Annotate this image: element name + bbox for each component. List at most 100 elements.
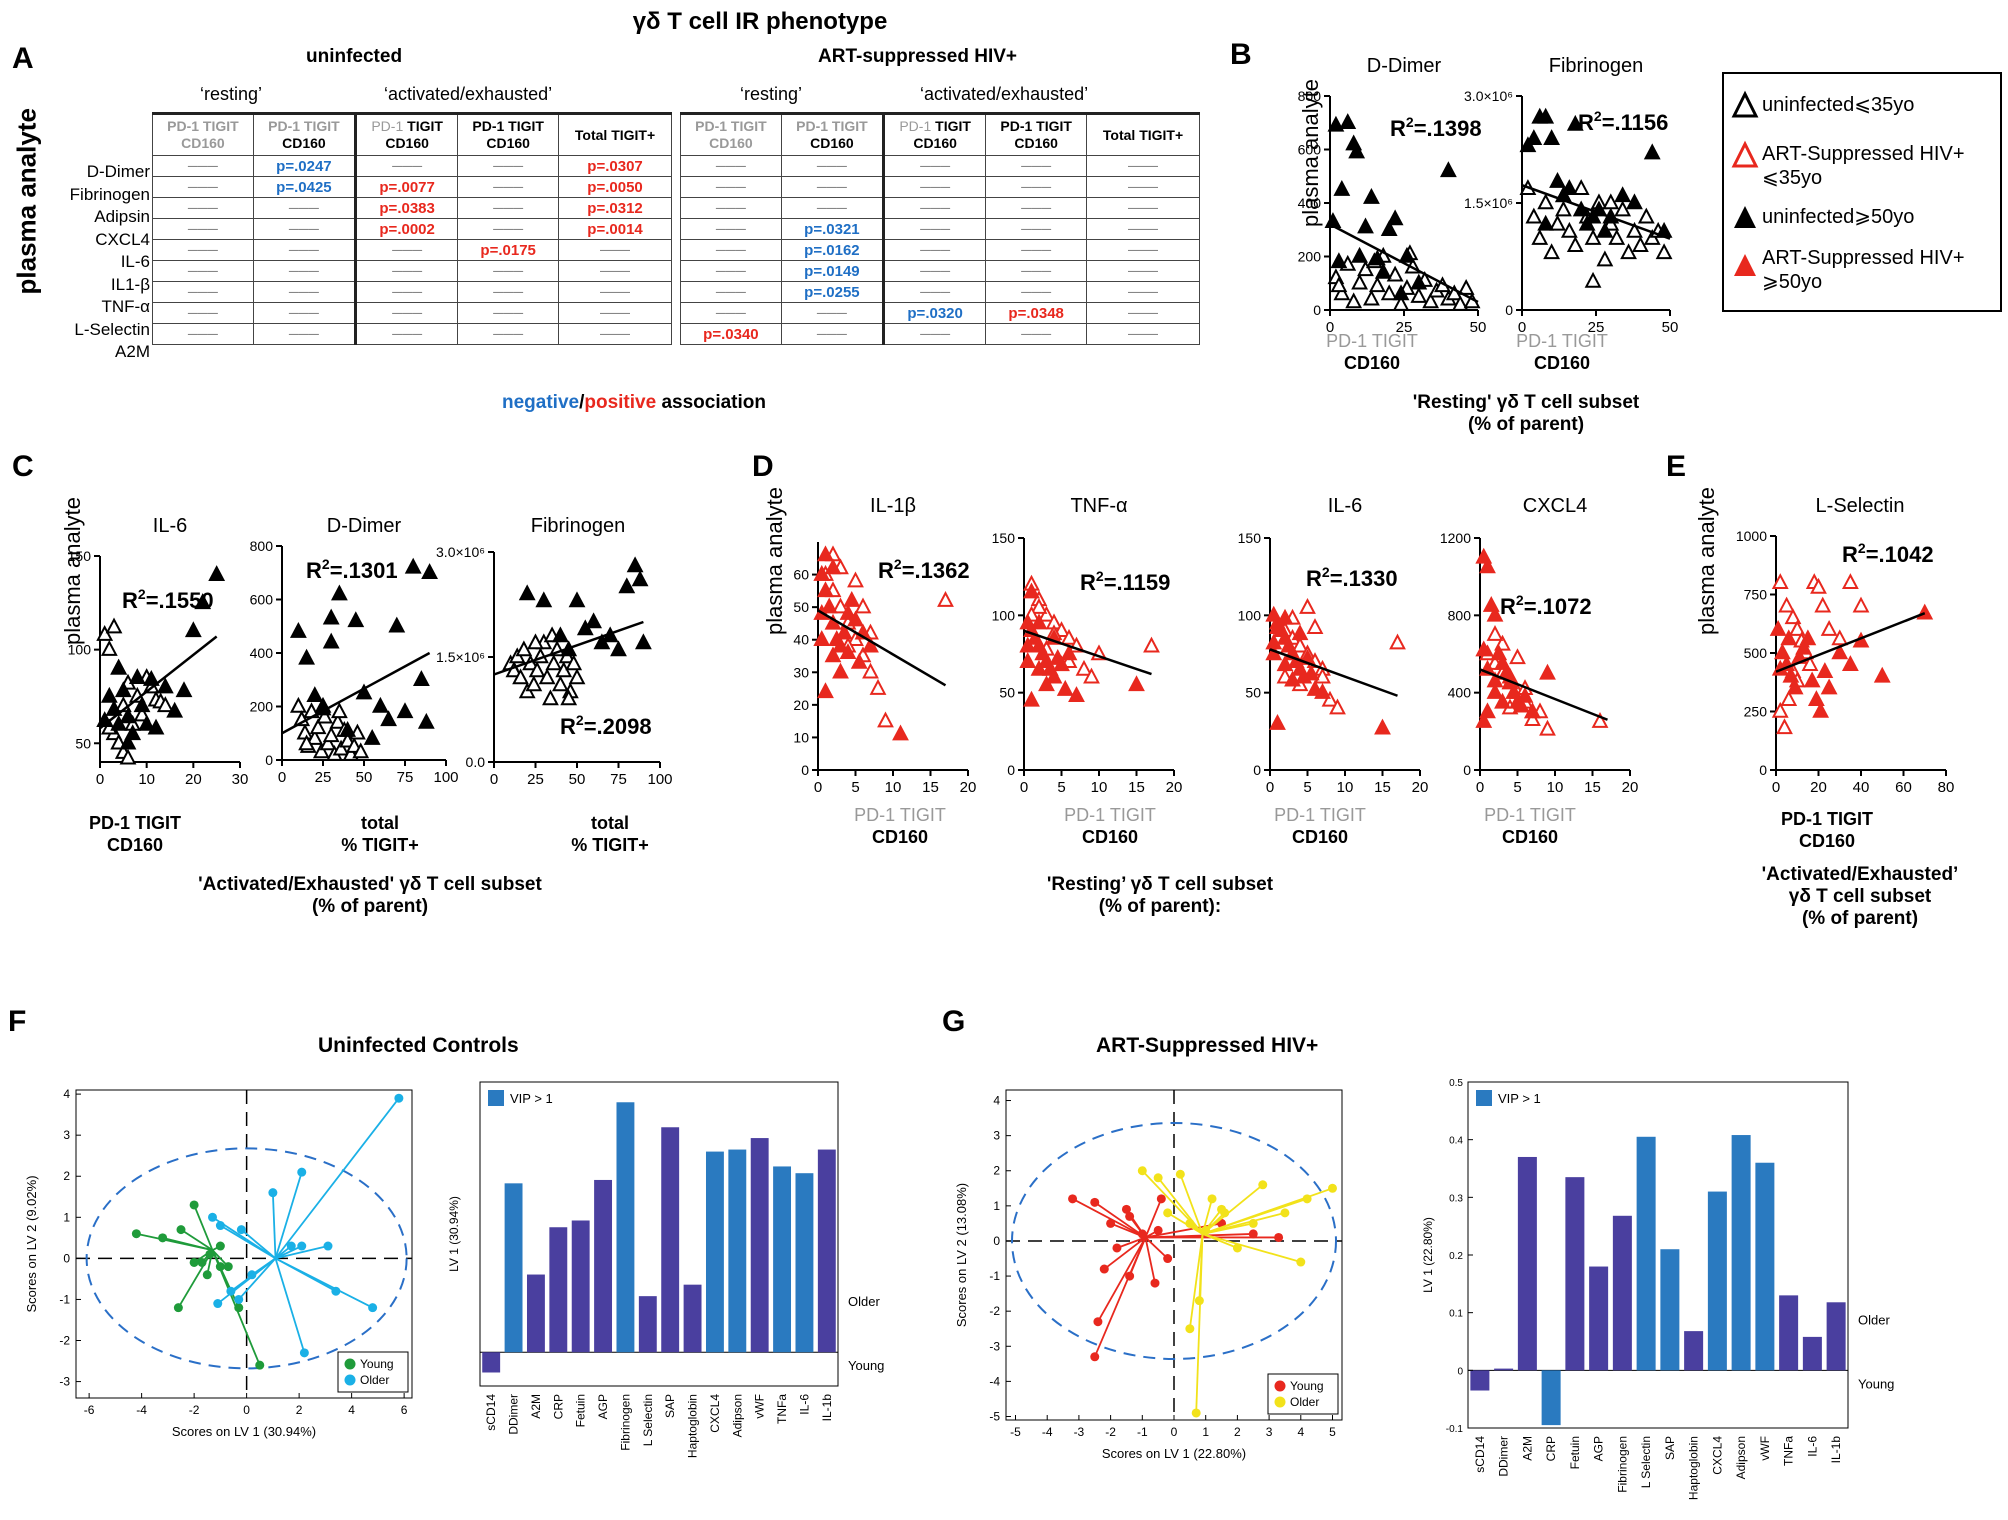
chart-title: IL-6 [1328,495,1362,517]
data-point [1368,276,1386,293]
data-point [1351,273,1369,290]
fit-line [1023,629,1152,676]
data-point [1591,712,1609,728]
data-point [138,714,156,731]
score-point [189,1200,199,1210]
footnote-positive: positive [584,392,657,413]
data-point [631,570,649,587]
legend-item-3: uninfected⩾50yo [1762,206,1915,228]
data-point [194,593,212,610]
x-tick-label: -5 [1010,1425,1021,1439]
bar-category-label: DDimer [1497,1436,1511,1477]
spoke-line [275,1257,337,1293]
y-tick-label: 0 [1313,302,1321,318]
vip-bar [1589,1266,1609,1371]
x-tick-label: 0 [1171,1425,1178,1439]
data-point [1357,260,1374,277]
vip-legend-label: VIP > 1 [1498,1091,1541,1106]
bar-category-label: vWF [1758,1436,1772,1461]
y-tick-label: 20 [793,697,809,713]
y-tick-label: 40 [793,632,809,648]
panel-label-b: B [1230,38,1252,71]
bar-ylabel: LV 1 (22.80%) [1421,1217,1435,1293]
data-point [114,681,132,698]
data-point [1539,719,1556,736]
score-point [268,1188,278,1198]
bar-category-label: Fetuin [1568,1436,1582,1469]
data-point [565,654,583,671]
data-point [1614,186,1632,203]
data-point [1626,221,1643,238]
data-point [1596,250,1614,267]
spoke-line [1094,1201,1146,1239]
bar-ylabel: LV 1 (30.94%) [447,1196,461,1272]
e1-x-line1: PD-1 TIGIT [1780,809,1873,829]
data-point [535,591,553,608]
data-point [1631,236,1649,253]
data-point [1321,690,1339,707]
data-point [1128,675,1145,692]
g-title: ART-Suppressed HIV+ [1096,1034,1319,1057]
bar-category-label: Fibrinogen [618,1394,632,1451]
data-point [1363,289,1380,306]
y-tick-label: 50 [75,735,91,751]
spoke-line [162,1236,213,1252]
score-point [297,1167,307,1177]
y-tick-label: 0 [1253,762,1261,778]
data-point [850,652,868,669]
legend-label: Young [1290,1379,1324,1393]
data-point [1392,284,1410,301]
c-subset: 'Activated/Exhausted' γδ T cell subset (%… [140,874,600,918]
column-header: PD-1 TIGIT CD160 [985,113,1088,156]
y-tick-label: 150 [992,530,1016,546]
score-point [1248,1229,1258,1239]
row-label: TNF-α [101,297,150,316]
y-tick-label: 2 [993,1164,1000,1178]
y-tick-label: 2 [63,1169,70,1183]
data-point [1810,577,1827,594]
bar-category-label: A2M [529,1394,543,1419]
score-point [297,1241,307,1251]
score-point [1121,1204,1131,1214]
data-point [105,617,123,634]
x-tick-label: -2 [189,1403,200,1417]
spoke-line [1188,1233,1204,1329]
data-point [847,610,864,627]
spoke-line [1128,1237,1147,1277]
data-point [1410,273,1428,290]
y-tick-label: 1.5×10⁶ [1464,195,1513,211]
vip-bar [773,1166,792,1353]
data-point [133,696,151,713]
score-point [1258,1180,1268,1190]
data-point [355,683,373,700]
x-tick-label: 20 [1622,779,1639,796]
data-point [1374,262,1392,279]
x-tick-label: -3 [1074,1425,1085,1439]
data-point [105,699,123,716]
figure-title: γδ T cell IR phenotype [632,8,888,35]
data-point [1019,652,1037,668]
bar-category-label: SAP [1663,1436,1677,1460]
y-tick-label: 0 [1457,1366,1463,1377]
data-point [1852,596,1870,613]
score-point [1274,1232,1284,1242]
chart-title: D-Dimer [1367,55,1442,77]
data-point [128,668,146,684]
y-tick-label: 200 [250,699,274,715]
data-point [1531,229,1549,245]
data-point [1543,129,1561,146]
spoke-line [1201,1184,1264,1235]
data-point [1537,107,1555,124]
score-point [286,1241,296,1251]
data-point [1795,638,1813,655]
spoke-line [1202,1233,1302,1263]
y-tick-label: -5 [989,1409,1000,1423]
c3-xlabel: total% TIGIT+ [560,812,660,856]
x-tick-label: 5 [1513,779,1521,796]
data-point [568,591,586,608]
vip-bar [1612,1215,1632,1371]
data-point [110,714,128,731]
r-squared: R2=.1042 [1842,540,1934,567]
bar-category-label: Haptoglobin [1687,1436,1701,1500]
x-tick-label: 25 [527,771,544,788]
